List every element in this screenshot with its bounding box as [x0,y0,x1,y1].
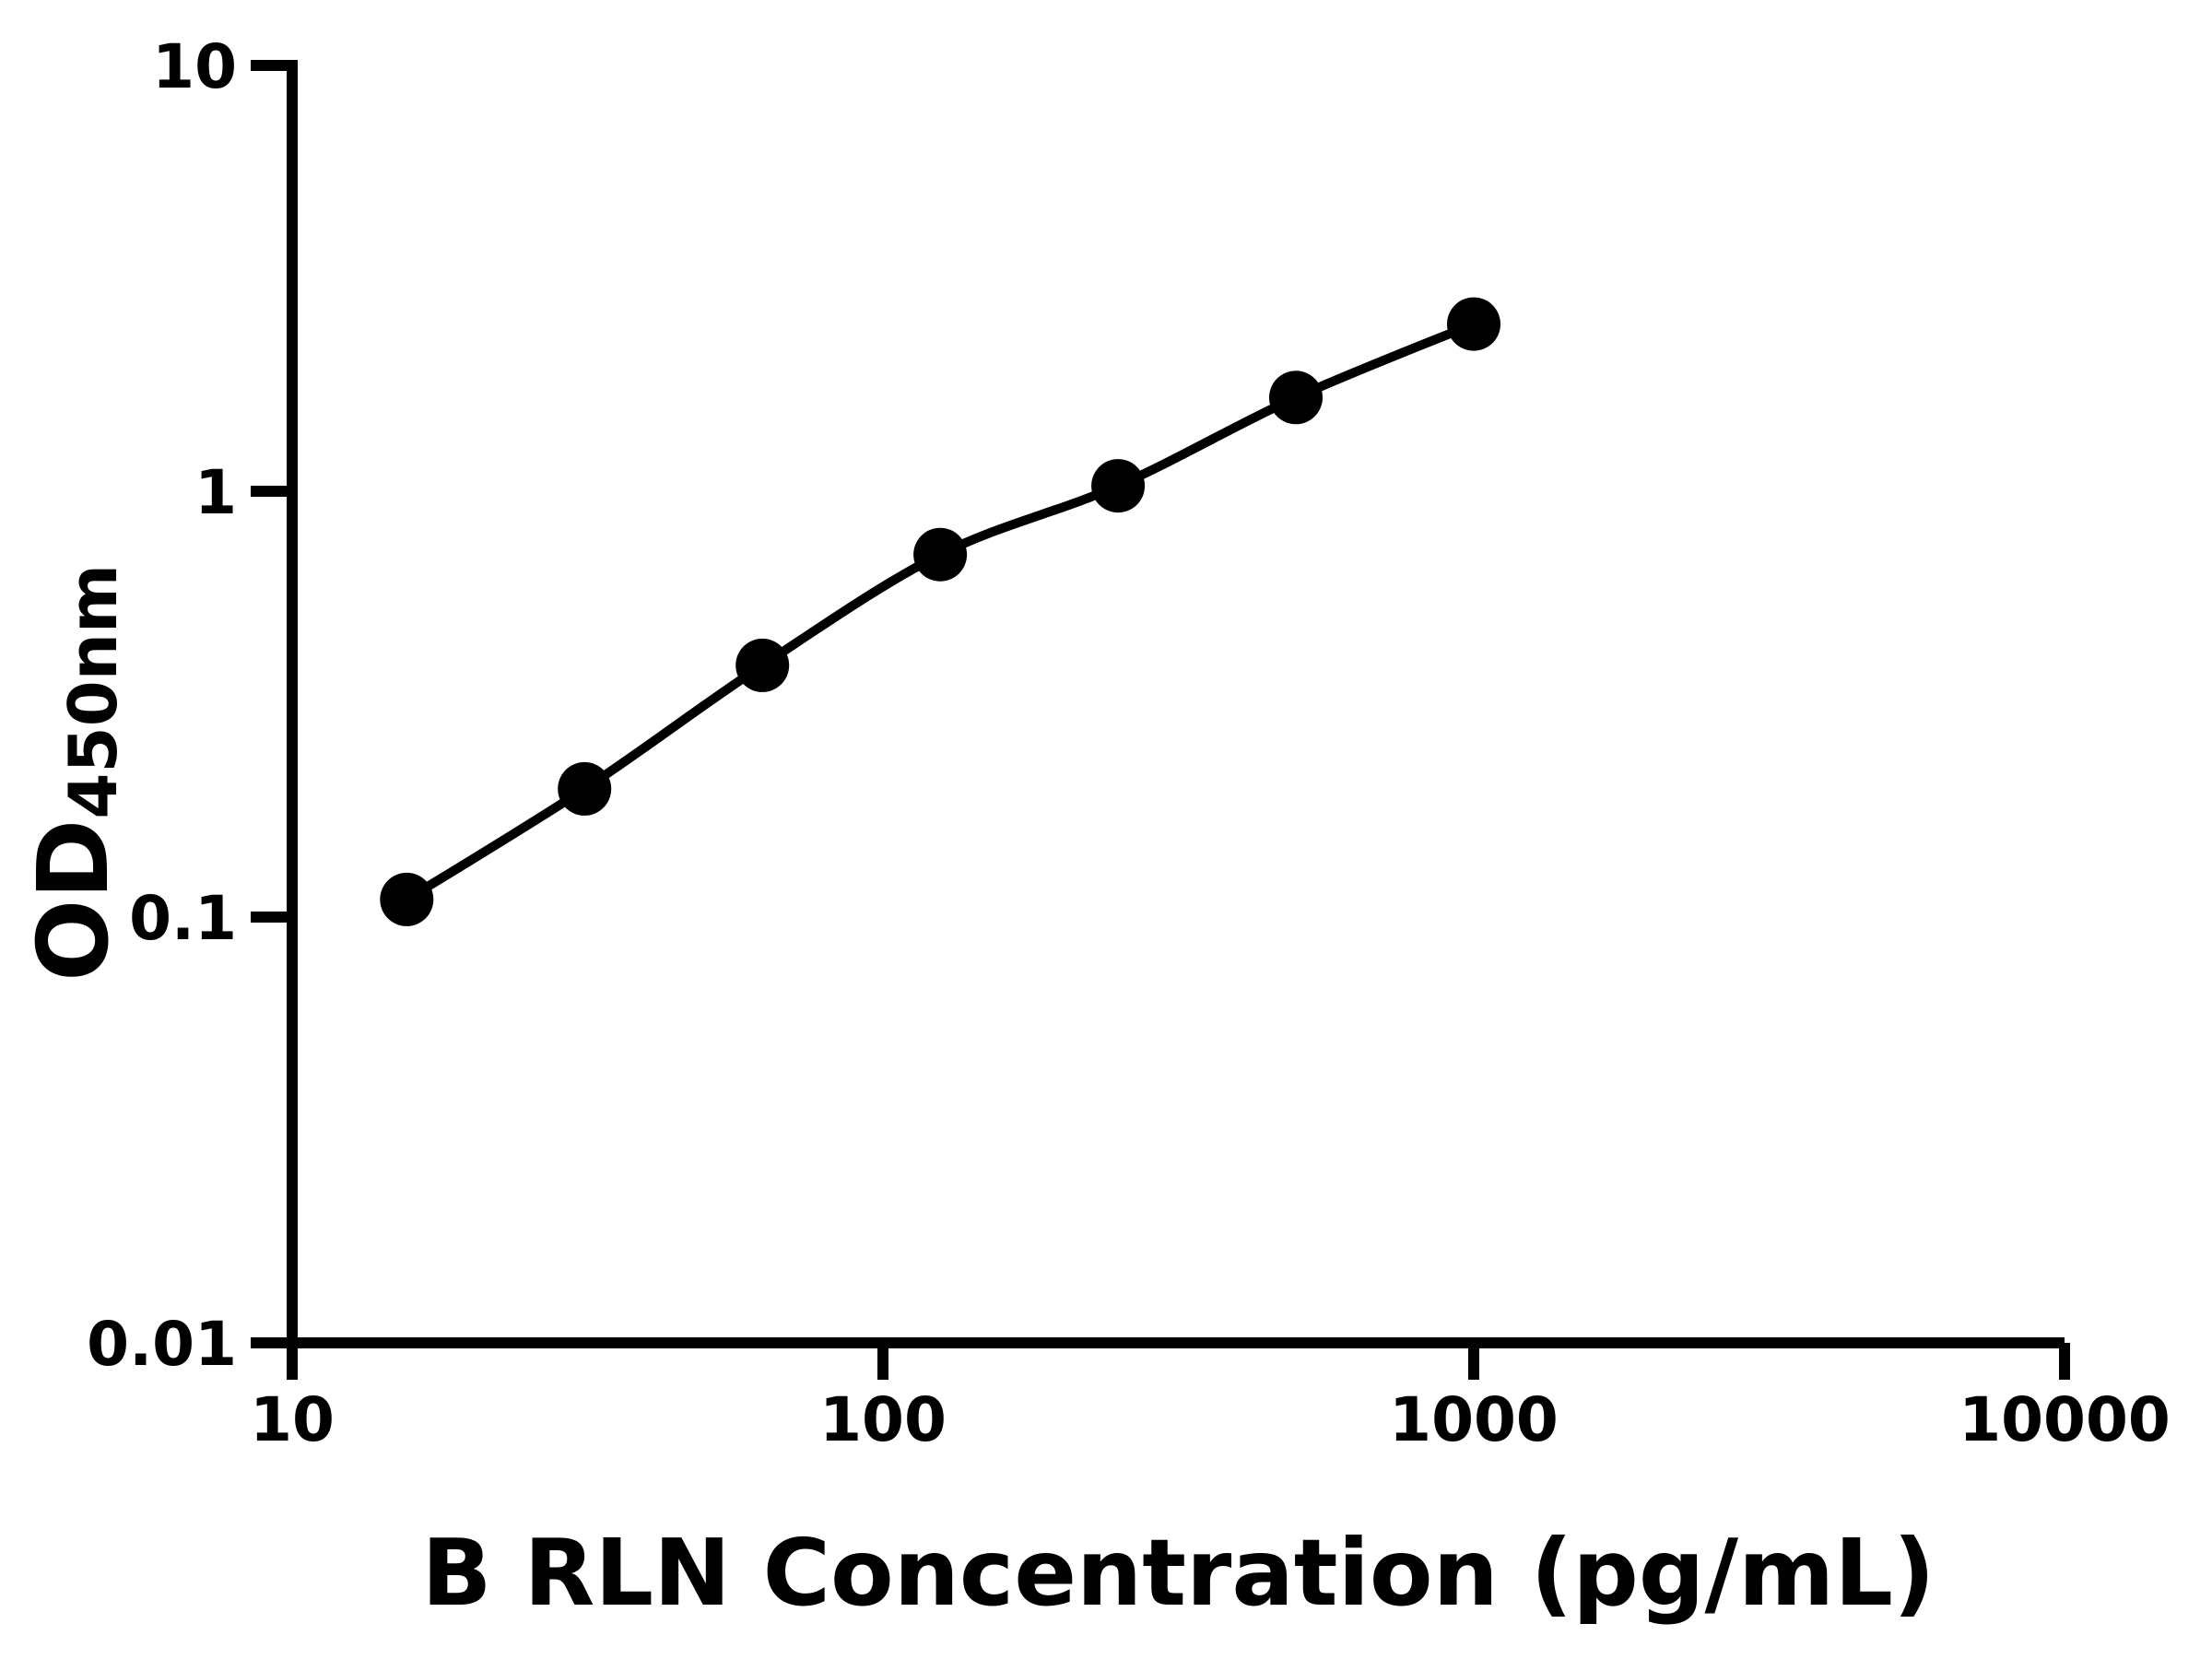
x-tick-label: 100 [819,1384,947,1455]
y-tick-label: 0.1 [129,883,237,954]
y-tick-label: 1 [194,457,237,528]
y-tick-label: 10 [152,31,237,102]
data-point [735,638,790,692]
data-point [558,761,612,816]
x-tick-label: 1000 [1389,1384,1559,1455]
x-axis-title-text: B RLN Concentration (pg/mL) [421,1519,1936,1627]
data-point [1091,459,1146,513]
data-point [1447,297,1500,351]
axis-spines [287,65,2065,1348]
data-point [1269,371,1323,425]
y-axis-title-subscript: 450nm [54,564,132,819]
x-axis-title: B RLN Concentration (pg/mL) [292,1523,2065,1624]
data-point [380,872,434,926]
data-point [913,527,968,582]
y-tick-label: 0.01 [87,1309,237,1380]
x-tick-label: 10 [250,1384,335,1455]
y-axis-title-main: OD [18,818,130,982]
x-tick-label: 10000 [1959,1384,2171,1455]
y-axis-title: OD450nm [18,564,132,982]
